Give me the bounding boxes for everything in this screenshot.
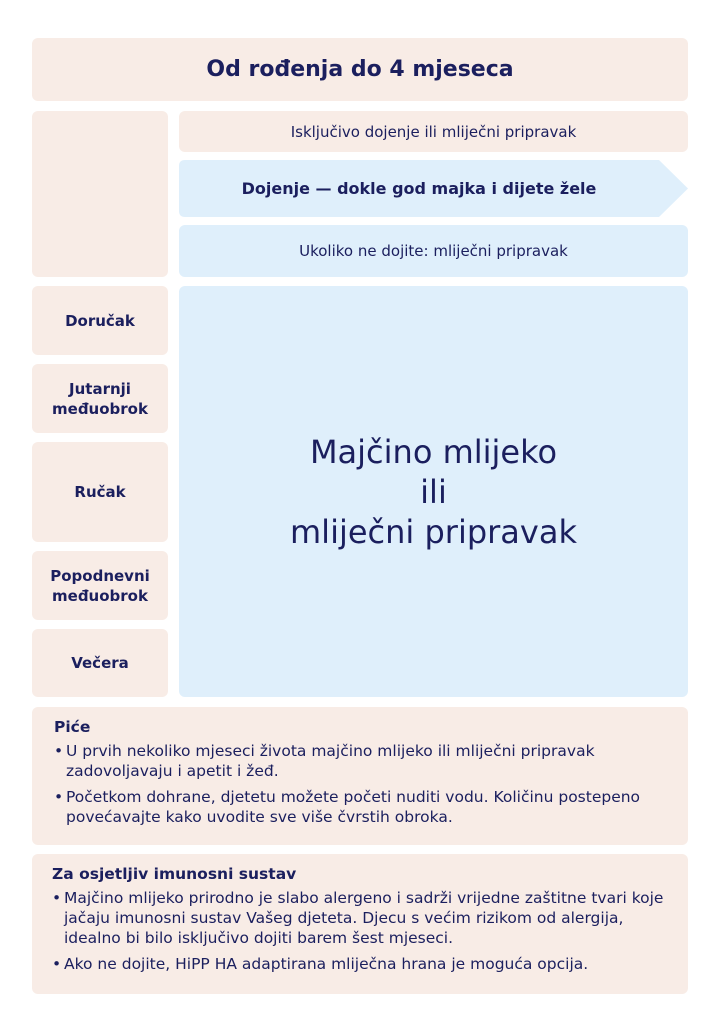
arrow-shape xyxy=(179,160,688,217)
drinks-heading: Piće xyxy=(54,718,91,736)
empty-cell xyxy=(32,111,168,277)
main-line-3: mliječni pripravak xyxy=(290,512,577,551)
immune-item: Ako ne dojite, HiPP HA adaptirana mliječ… xyxy=(52,954,668,974)
immune-heading: Za osjetljiv imunosni sustav xyxy=(52,865,297,883)
drinks-note: Piće U prvih nekoliko mjeseci života maj… xyxy=(32,707,688,845)
page-title: Od rođenja do 4 mjeseca xyxy=(32,38,688,101)
immune-item: Majčino mlijeko prirodno je slabo alerge… xyxy=(52,888,668,948)
row-formula: Ukoliko ne dojite: mliječni pripravak xyxy=(179,225,688,277)
drinks-item: Početkom dohrane, djetetu možete početi … xyxy=(54,787,668,827)
main-line-1: Majčino mlijeko xyxy=(309,432,558,471)
meal-afternoon-snack: Popodnevni međuobrok xyxy=(32,551,168,620)
main-line-2: ili xyxy=(420,472,447,511)
meal-breakfast: Doručak xyxy=(32,286,168,355)
meal-dinner: Večera xyxy=(32,629,168,697)
drinks-item: U prvih nekoliko mjeseci života majčino … xyxy=(54,741,668,781)
row-breastfeeding: Dojenje — dokle god majka i dijete žele xyxy=(241,179,597,198)
row-exclusive: Isključivo dojenje ili mliječni priprava… xyxy=(179,111,688,152)
main-text: Majčino mlijeko ili mliječni pripravak xyxy=(179,286,688,697)
meal-morning-snack: Jutarnji međuobrok xyxy=(32,364,168,433)
immune-note: Za osjetljiv imunosni sustav Majčino mli… xyxy=(32,854,688,994)
meal-lunch: Ručak xyxy=(32,442,168,542)
